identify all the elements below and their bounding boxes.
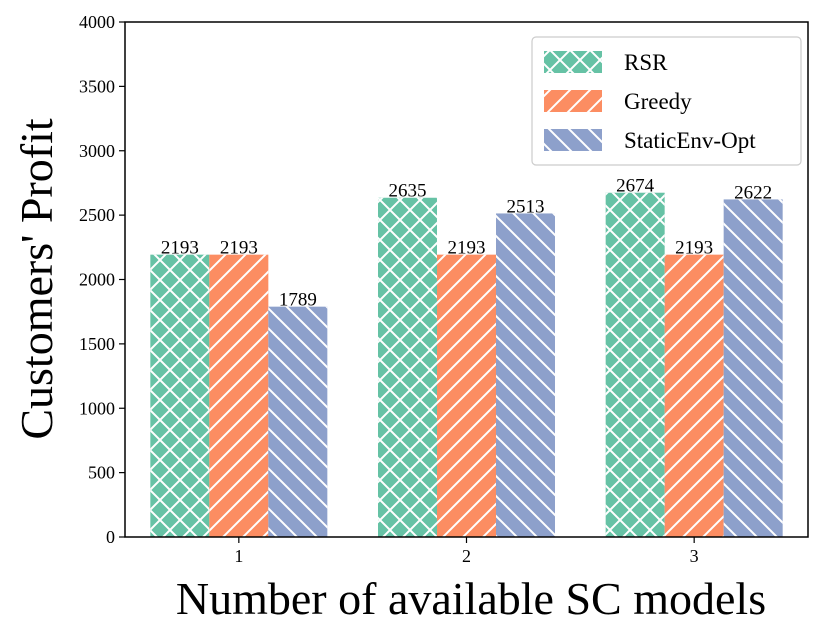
bar-rsr-1	[150, 254, 210, 537]
plot-area: 2193 2193 1789 2635 2193 2513 2674 2193 2622	[150, 176, 783, 538]
x-tick-label: 1	[234, 546, 243, 566]
data-label: 2193	[448, 238, 486, 259]
y-tick-label: 1000	[79, 398, 115, 418]
x-axis-title: Number of available SC models	[176, 573, 766, 624]
y-tick-label: 2500	[79, 205, 115, 225]
legend-item-greedy: Greedy	[544, 89, 692, 114]
y-tick-label: 3500	[79, 76, 115, 96]
bar-hatch	[664, 254, 724, 537]
data-label: 2193	[161, 238, 199, 259]
bar-rsr-2	[378, 197, 437, 537]
legend-label: RSR	[624, 50, 668, 75]
data-label: 2622	[734, 182, 772, 203]
bar-hatch	[150, 254, 210, 537]
bar-hatch	[496, 213, 555, 538]
bar-staticenv-opt-3	[723, 199, 783, 538]
bar-greedy-3	[664, 254, 724, 537]
data-label: 2193	[675, 238, 713, 259]
legend-swatch-hatch	[544, 129, 602, 151]
x-tick-label: 2	[462, 546, 471, 566]
y-tick-label: 500	[88, 463, 115, 483]
legend-item-staticenv-opt: StaticEnv-Opt	[544, 128, 756, 153]
legend-swatch-hatch	[544, 51, 602, 73]
bar-hatch	[209, 254, 269, 537]
data-label: 2635	[389, 181, 427, 202]
bar-hatch	[268, 306, 328, 537]
data-label: 2674	[616, 176, 655, 197]
bar-greedy-1	[209, 254, 269, 537]
y-tick-label: 0	[106, 527, 115, 547]
bar-hatch	[378, 197, 437, 537]
bar-staticenv-opt-1	[268, 306, 328, 537]
legend-label: Greedy	[624, 89, 692, 114]
legend: RSR Greedy StaticEnv-Opt	[531, 36, 802, 166]
bar-hatch	[723, 199, 783, 538]
bar-hatch	[605, 192, 665, 537]
data-label: 1789	[279, 290, 317, 311]
y-tick-label: 2000	[79, 270, 115, 290]
bar-staticenv-opt-2	[496, 213, 555, 538]
y-tick-label: 4000	[79, 12, 115, 32]
legend-item-rsr: RSR	[544, 50, 668, 75]
data-label: 2193	[220, 238, 258, 259]
bar-hatch	[437, 254, 496, 537]
bar-rsr-3	[605, 192, 665, 537]
legend-label: StaticEnv-Opt	[624, 128, 756, 153]
x-tick-label: 3	[690, 546, 699, 566]
legend-swatch-hatch	[544, 90, 602, 112]
y-tick-label: 3000	[79, 141, 115, 161]
axes: 0 500 1000 1500 2000 2500 3000 3500 4000 1 2 3	[79, 12, 809, 566]
data-label: 2513	[507, 196, 545, 217]
bar-greedy-2	[437, 254, 496, 537]
y-axis-title: Customers' Profit	[11, 118, 62, 440]
y-tick-label: 1500	[79, 334, 115, 354]
